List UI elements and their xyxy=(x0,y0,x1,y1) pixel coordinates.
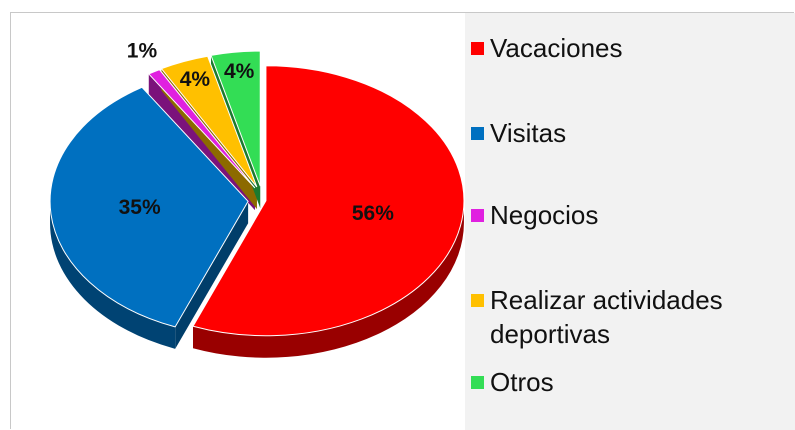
slice xyxy=(192,65,465,337)
slice-wall xyxy=(175,201,249,349)
legend-swatch xyxy=(471,42,484,55)
data-label: 4% xyxy=(224,60,255,83)
legend-item: Negocios xyxy=(471,198,791,232)
legend-label: Otros xyxy=(490,367,554,397)
slice-side xyxy=(50,201,176,349)
legend-swatch xyxy=(471,127,484,140)
legend-swatch xyxy=(471,209,484,222)
slice xyxy=(49,86,249,328)
legend-label: Visitas xyxy=(490,118,567,148)
legend-item: Vacaciones xyxy=(471,31,791,65)
legend-label: Negocios xyxy=(490,200,599,230)
legend-item: Visitas xyxy=(471,116,791,150)
pie-area: 56% 35% 1% 4% 4% xyxy=(49,39,465,358)
legend-swatch xyxy=(471,376,484,389)
slice xyxy=(160,55,258,188)
slice xyxy=(147,69,256,189)
data-label: 35% xyxy=(119,196,161,219)
legend-label: Vacaciones xyxy=(490,33,623,63)
data-label: 1% xyxy=(127,39,158,62)
legend-swatch xyxy=(471,294,484,307)
legend: Vacaciones Visitas Negocios Realizar activi… xyxy=(465,13,795,430)
data-label: 4% xyxy=(180,68,211,91)
slice xyxy=(210,50,261,187)
chart-frame xyxy=(10,12,794,429)
legend-item: Otros xyxy=(471,365,791,399)
legend-item: Realizar actividades deportivas xyxy=(471,283,791,351)
data-label: 56% xyxy=(352,202,394,225)
slice-side xyxy=(193,200,464,358)
legend-label: Realizar actividades deportivas xyxy=(490,285,723,349)
